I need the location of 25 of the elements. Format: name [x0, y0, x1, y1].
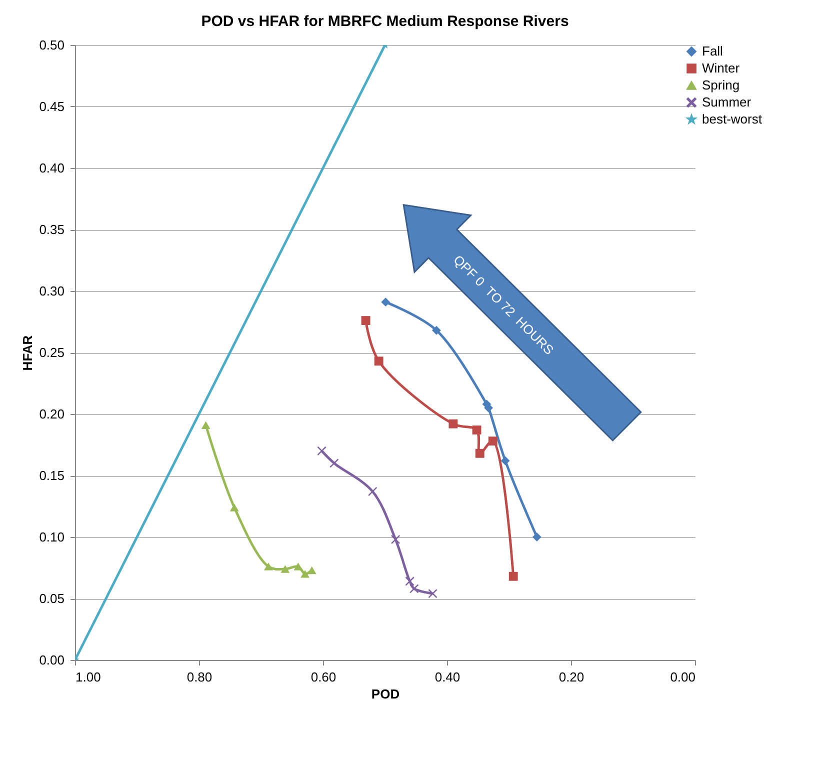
- y-tick-label: 0.05: [39, 591, 64, 606]
- y-tick-label: 0.00: [39, 652, 64, 668]
- y-tick-label: 0.50: [39, 38, 64, 52]
- chart-title: POD vs HFAR for MBRFC Medium Response Rivers: [201, 13, 569, 30]
- y-tick-label: 0.35: [39, 222, 64, 237]
- x-tick-label: 0.00: [670, 670, 696, 684]
- x-axis-title: POD: [371, 686, 400, 702]
- y-axis-title: HFAR: [20, 334, 36, 371]
- legend-label: Fall: [702, 44, 724, 58]
- y-tick-label: 0.10: [39, 530, 64, 544]
- y-tick-label: 0.30: [39, 284, 64, 298]
- x-tick-label: 0.80: [186, 670, 212, 684]
- y-tick-label: 0.20: [39, 406, 64, 422]
- legend-label: best-worst: [702, 112, 762, 126]
- y-tick-label: 0.15: [39, 468, 64, 483]
- y-tick-label: 0.40: [39, 160, 64, 176]
- y-tick-label: 0.45: [39, 99, 64, 114]
- x-tick-label: 0.20: [558, 670, 584, 684]
- legend-label: Summer: [702, 94, 752, 110]
- x-tick-label: 0.40: [434, 670, 460, 684]
- legend-label: Spring: [702, 78, 740, 92]
- y-tick-label: 0.25: [39, 345, 64, 360]
- x-tick-label: 1.00: [76, 670, 101, 684]
- legend-label: Winter: [702, 60, 740, 76]
- x-tick-label: 0.60: [310, 670, 336, 684]
